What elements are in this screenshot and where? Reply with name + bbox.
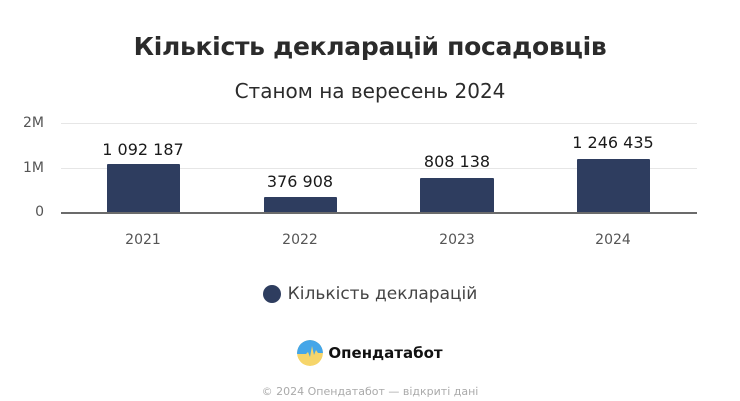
y-tick-1m: 1M (23, 160, 44, 176)
gridline-1m (61, 168, 697, 169)
x-label-2023: 2023 (439, 232, 475, 248)
value-label-2022: 376 908 (266, 172, 334, 191)
y-tick-0: 0 (35, 204, 44, 220)
x-axis-line (61, 212, 697, 214)
bar-2021 (107, 164, 180, 213)
opendatabot-logo-icon (297, 340, 324, 366)
value-label-2024: 1 246 435 (572, 133, 654, 152)
gridline-2m (61, 123, 697, 124)
footer-copyright: © 2024 Опендатабот — відкриті дані (261, 385, 479, 398)
chart-title: Кількість декларацій посадовців (133, 32, 607, 61)
legend-label: Кількість декларацій (287, 284, 478, 304)
legend-marker-icon (262, 285, 281, 303)
brand-name: Опендатабот (328, 344, 443, 362)
bar-2022 (264, 197, 337, 213)
x-label-2021: 2021 (125, 232, 161, 248)
bar-2024 (577, 159, 650, 213)
value-label-2023: 808 138 (423, 152, 491, 171)
bar-2023 (420, 178, 494, 213)
x-label-2022: 2022 (282, 232, 318, 248)
y-tick-2m: 2M (23, 115, 44, 131)
chart-subtitle: Станом на вересень 2024 (234, 79, 506, 103)
value-label-2021: 1 092 187 (102, 140, 184, 159)
brand: Опендатабот (0, 340, 740, 366)
x-label-2024: 2024 (595, 232, 631, 248)
legend: Кількість декларацій (0, 284, 740, 304)
